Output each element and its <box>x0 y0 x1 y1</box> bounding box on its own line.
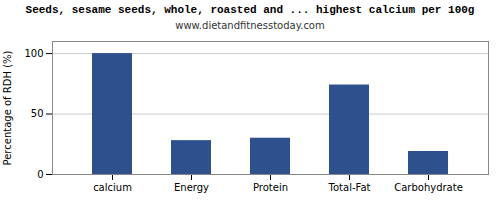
svg-text:Total-Fat: Total-Fat <box>328 182 371 193</box>
html-text:www.dietandfitnesstoday.com: www.dietandfitnesstoday.com <box>175 20 325 31</box>
svg-text:Percentage of RDH (%): Percentage of RDH (%) <box>2 50 13 165</box>
svg-text:Carbohydrate: Carbohydrate <box>394 182 463 193</box>
svg-text:100: 100 <box>24 48 43 59</box>
svg-text:Protein: Protein <box>253 182 288 193</box>
html-text:Seeds, sesame seeds, whole, ro: Seeds, sesame seeds, whole, roasted and … <box>25 4 475 16</box>
svg-text:0: 0 <box>37 169 43 180</box>
svg-text:50: 50 <box>31 108 44 119</box>
svg-text:calcium: calcium <box>93 182 132 193</box>
svg-text:Energy: Energy <box>174 182 209 193</box>
